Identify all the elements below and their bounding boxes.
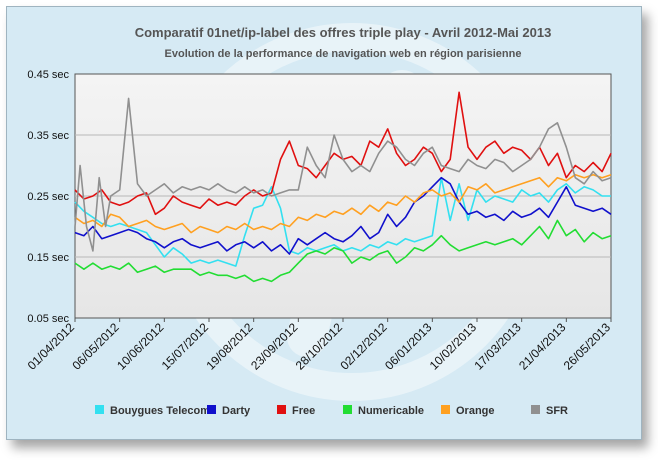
legend-label: Orange <box>456 405 495 417</box>
legend-swatch <box>531 405 540 414</box>
chart-frame: Comparatif 01net/ip-label des offres tri… <box>6 6 642 440</box>
y-tick-label: 0.25 sec <box>27 191 69 203</box>
series-line-sfr <box>74 97 612 252</box>
series-line-darty <box>74 176 612 255</box>
series-line-numericable <box>74 219 612 283</box>
x-tick-label: 26/05/2013 <box>561 320 614 373</box>
y-tick-label: 0.35 sec <box>27 130 69 142</box>
legend-swatch <box>277 405 286 414</box>
x-tick-label: 06/05/2012 <box>69 320 122 373</box>
y-tick-label: 0.45 sec <box>27 69 69 81</box>
y-tick-label: 0.05 sec <box>27 313 69 325</box>
y-tick-label: 0.15 sec <box>27 252 69 264</box>
legend-label: SFR <box>546 405 568 417</box>
legend-label: Darty <box>222 405 251 417</box>
x-tick-label: 10/06/2012 <box>114 320 167 373</box>
y-axis-ticks: 0.45 sec 0.35 sec 0.25 sec 0.15 sec 0.05 sec <box>27 69 69 325</box>
line-chart: Comparatif 01net/ip-label des offres tri… <box>25 23 614 417</box>
x-tick-label: 21/04/2013 <box>516 320 569 373</box>
legend-label: Free <box>292 405 315 417</box>
x-tick-label: 02/12/2012 <box>337 320 390 373</box>
legend-swatch <box>441 405 450 414</box>
x-tick-label: 15/07/2012 <box>159 320 212 373</box>
chart-subtitle: Evolution de la performance de navigatio… <box>165 48 522 60</box>
legend-swatch <box>95 405 104 414</box>
series-lines <box>74 91 612 283</box>
chart-title: Comparatif 01net/ip-label des offres tri… <box>135 25 552 40</box>
x-tick-label: 01/04/2012 <box>25 320 78 373</box>
legend-label: Numericable <box>358 405 424 417</box>
legend-label: Bouygues Telecom <box>110 405 210 417</box>
series-line-orange <box>74 173 612 234</box>
legend: Bouygues Telecom Darty Free Numericable Oran… <box>95 405 568 417</box>
legend-swatch <box>207 405 216 414</box>
legend-swatch <box>343 405 352 414</box>
